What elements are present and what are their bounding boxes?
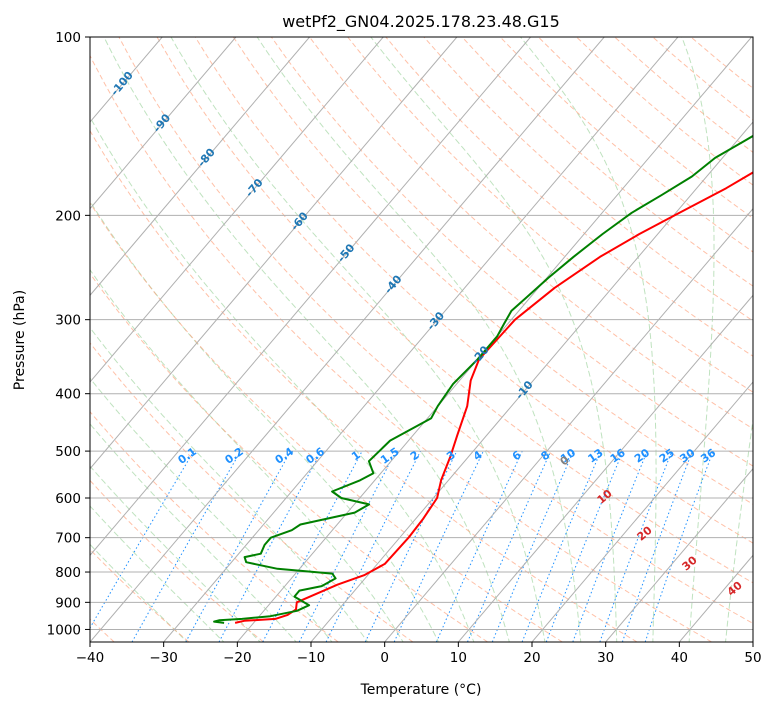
isotherm-line — [90, 37, 384, 383]
x-axis-label: Temperature (°C) — [360, 682, 482, 698]
mixing-ratio-line — [435, 450, 523, 642]
y-tick-label: 1000 — [47, 622, 81, 638]
dry-adiabat — [423, 37, 753, 322]
mixing-ratio-line — [545, 450, 624, 642]
dry-adiabat — [90, 202, 563, 642]
mixing-ratio-line — [644, 450, 714, 642]
dry-adiabat — [90, 272, 488, 642]
x-tick-label: 20 — [523, 650, 540, 666]
dry-adiabat — [118, 37, 753, 624]
y-tick-label: 600 — [55, 491, 81, 507]
dry-adiabat — [156, 37, 753, 584]
isotherm-line — [90, 37, 458, 470]
dry-adiabat — [90, 54, 712, 642]
y-tick-label: 100 — [55, 30, 81, 46]
mixing-ratio-line — [521, 450, 602, 642]
grid-lines — [90, 37, 753, 630]
mixing-ratio-line — [599, 450, 673, 642]
y-tick-label: 300 — [55, 313, 81, 329]
plot-frame — [89, 36, 754, 643]
isotherm-line — [90, 37, 531, 557]
x-tick-label: 30 — [597, 650, 614, 666]
isotherm-line — [605, 467, 753, 642]
isotherms — [90, 37, 753, 642]
moist-adiabat — [725, 416, 753, 642]
x-tick-label: 50 — [744, 650, 761, 666]
chart-title: wetPf2_GN04.2025.178.23.48.G15 — [282, 12, 560, 32]
y-tick-label: 800 — [55, 565, 81, 581]
plot-area — [90, 37, 753, 642]
mixing-ratio-line — [325, 450, 422, 642]
moist-adiabat — [90, 326, 369, 642]
isotherm-line — [310, 121, 753, 642]
x-tick-label: −40 — [76, 650, 105, 666]
x-tick-label: −10 — [297, 650, 326, 666]
x-tick-label: −30 — [149, 650, 178, 666]
plot-background — [90, 37, 753, 642]
moist-adiabat — [520, 37, 657, 642]
dry-adiabat — [90, 479, 264, 642]
dry-adiabat — [461, 37, 753, 287]
mixing-ratio-line — [572, 450, 648, 642]
mixing-ratio-line — [218, 450, 322, 642]
moist-adiabat — [681, 37, 715, 642]
mixing-ratio-line — [621, 450, 693, 642]
y-tick-label: 500 — [55, 444, 81, 460]
dry-adiabat — [194, 37, 753, 544]
y-tick-label: 400 — [55, 387, 81, 403]
isotherm-line — [752, 641, 753, 642]
y-ticks: 100 200 300 400 500 600 700 800 900 1000 — [47, 30, 90, 638]
temperature-profile — [234, 171, 753, 624]
isotherm-line — [384, 207, 753, 642]
y-tick-label: 700 — [55, 531, 81, 547]
y-tick-label: 900 — [55, 595, 81, 611]
dry-adiabat — [90, 410, 339, 642]
mixing-ratio-line — [185, 450, 292, 642]
x-tick-label: −20 — [223, 650, 252, 666]
mixing-ratio-line — [298, 450, 397, 642]
isotherm-line — [163, 37, 679, 642]
x-tick-label: 0 — [380, 650, 389, 666]
isotherm-line — [457, 294, 753, 642]
dewpoint-profile — [213, 134, 753, 624]
dry-adiabat — [232, 37, 753, 505]
mixing-ratio-line — [467, 450, 552, 642]
y-tick-label: 200 — [55, 208, 81, 224]
x-tick-label: 40 — [671, 650, 688, 666]
isotherm-line — [531, 381, 753, 642]
isotherm-line — [90, 37, 237, 210]
moist-adiabat — [256, 37, 582, 642]
mixing-ratio-lines — [90, 450, 714, 642]
isotherm-line — [90, 37, 605, 642]
y-axis-label: Pressure (hPa) — [12, 290, 28, 390]
moist-adiabat — [170, 37, 546, 642]
dry-adiabat — [90, 129, 638, 642]
x-ticks: −40 −30 −20 −10 0 10 20 30 40 50 — [76, 642, 762, 666]
x-tick-label: 10 — [450, 650, 467, 666]
sounding-profiles — [213, 134, 753, 624]
isotherm-line — [90, 37, 310, 297]
moist-adiabat — [370, 37, 618, 642]
